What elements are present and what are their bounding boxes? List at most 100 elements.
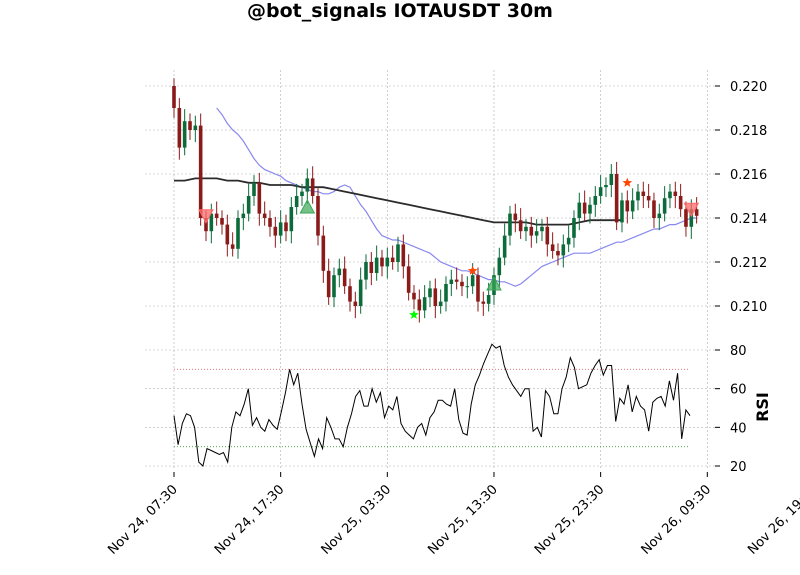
candle-body: [598, 187, 603, 196]
candle-body: [380, 257, 384, 267]
candle-body: [614, 174, 619, 223]
candle-body: [358, 279, 363, 306]
x-tick-label: Nov 25, 23:30: [532, 482, 608, 558]
candle-body: [460, 281, 464, 287]
candle-body: [529, 226, 534, 236]
price-tick-label: 0.214: [730, 212, 767, 227]
candle-body: [609, 174, 614, 185]
candle-body: [294, 196, 299, 207]
buy-star-marker: [409, 309, 419, 319]
candle-body: [454, 279, 459, 282]
candle-body: [369, 262, 374, 273]
candle-body: [646, 196, 651, 201]
x-tick-label: Nov 26, 09:30: [639, 482, 715, 558]
sell-star-marker: [622, 177, 633, 187]
candle-body: [289, 207, 294, 232]
candle-body: [300, 191, 304, 196]
candle-body: [524, 226, 528, 232]
candle-body: [241, 213, 246, 218]
x-tick-label: Nov 24, 17:30: [212, 482, 288, 558]
candle-body: [678, 196, 683, 210]
candle-body: [246, 196, 251, 214]
price-tick-label: 0.220: [730, 80, 767, 95]
candle-body: [177, 108, 182, 148]
candle-body: [342, 268, 347, 287]
rsi-axis-label: RSI: [753, 392, 772, 422]
candle-body: [390, 257, 395, 262]
rsi-tick-label: 40: [730, 421, 747, 436]
candle-body: [225, 224, 230, 245]
candle-body: [321, 235, 326, 271]
candle-body: [417, 299, 422, 311]
rsi-tick-label: 80: [730, 344, 747, 359]
candle-body: [572, 218, 576, 238]
candle-body: [385, 257, 390, 267]
candle-body: [438, 301, 443, 306]
candle-body: [449, 279, 454, 284]
sell-signal-marker: [198, 209, 214, 224]
candle-body: [273, 226, 278, 236]
candle-body: [561, 244, 566, 256]
candle-body: [268, 218, 272, 227]
candle-body: [316, 196, 320, 236]
candle-body: [497, 257, 502, 276]
rsi-line: [173, 343, 691, 467]
candle-body: [209, 213, 214, 232]
candle-body: [481, 301, 486, 304]
candle-body: [220, 218, 224, 225]
candle-body: [444, 284, 448, 302]
candle-body: [305, 178, 310, 192]
price-tick-label: 0.212: [730, 256, 767, 271]
candle-body: [252, 182, 256, 196]
candle-body: [593, 196, 598, 205]
candle-body: [422, 297, 427, 311]
candle-body: [193, 125, 198, 130]
candle-body: [326, 270, 331, 298]
candle-body: [412, 292, 416, 300]
ma-slow-line: [174, 177, 622, 226]
candle-body: [406, 266, 411, 293]
candle-body: [230, 244, 235, 249]
candle-body: [374, 257, 379, 273]
x-tick-label: Nov 24, 07:30: [105, 482, 181, 558]
buy-signal-marker: [299, 198, 316, 214]
candle-body: [625, 200, 630, 212]
candle-body: [534, 231, 539, 236]
signal-markers: [198, 177, 700, 319]
candle-body: [652, 200, 656, 218]
candle-body: [262, 213, 267, 218]
sell-star-marker: [467, 265, 478, 275]
candle-body: [689, 209, 694, 227]
candle-body: [433, 288, 438, 306]
x-tick-label: Nov 26, 19:30: [745, 482, 800, 558]
candle-body: [337, 268, 342, 276]
candle-body: [188, 121, 192, 130]
rsi-tick-label: 60: [730, 383, 747, 398]
candle-body: [630, 200, 635, 212]
candle-body: [641, 191, 646, 196]
price-tick-label: 0.218: [730, 124, 767, 139]
candle-body: [694, 209, 699, 216]
candle-body: [198, 125, 203, 218]
candle-body: [236, 218, 240, 249]
candle-body: [540, 226, 544, 232]
candle-body: [172, 86, 176, 108]
candle-body: [396, 244, 400, 262]
candle-body: [566, 237, 571, 245]
candle-body: [502, 235, 507, 258]
candle-body: [278, 222, 283, 236]
chart-title: @bot_signals IOTAUSDT 30m: [247, 0, 553, 22]
candle-body: [513, 213, 518, 221]
candle-body: [470, 275, 475, 287]
rsi-tick-label: 20: [730, 460, 747, 475]
candle-body: [428, 288, 432, 298]
candle-body: [284, 222, 288, 232]
candle-body: [577, 202, 582, 218]
candle-body: [348, 286, 352, 302]
x-tick-label: Nov 25, 03:30: [319, 482, 395, 558]
candle-body: [401, 244, 406, 267]
candle-body: [620, 200, 624, 223]
axes: Nov 24, 07:30 Nov 24, 17:30 Nov 25, 03:30 N…: [105, 80, 800, 558]
candle-body: [518, 220, 523, 232]
